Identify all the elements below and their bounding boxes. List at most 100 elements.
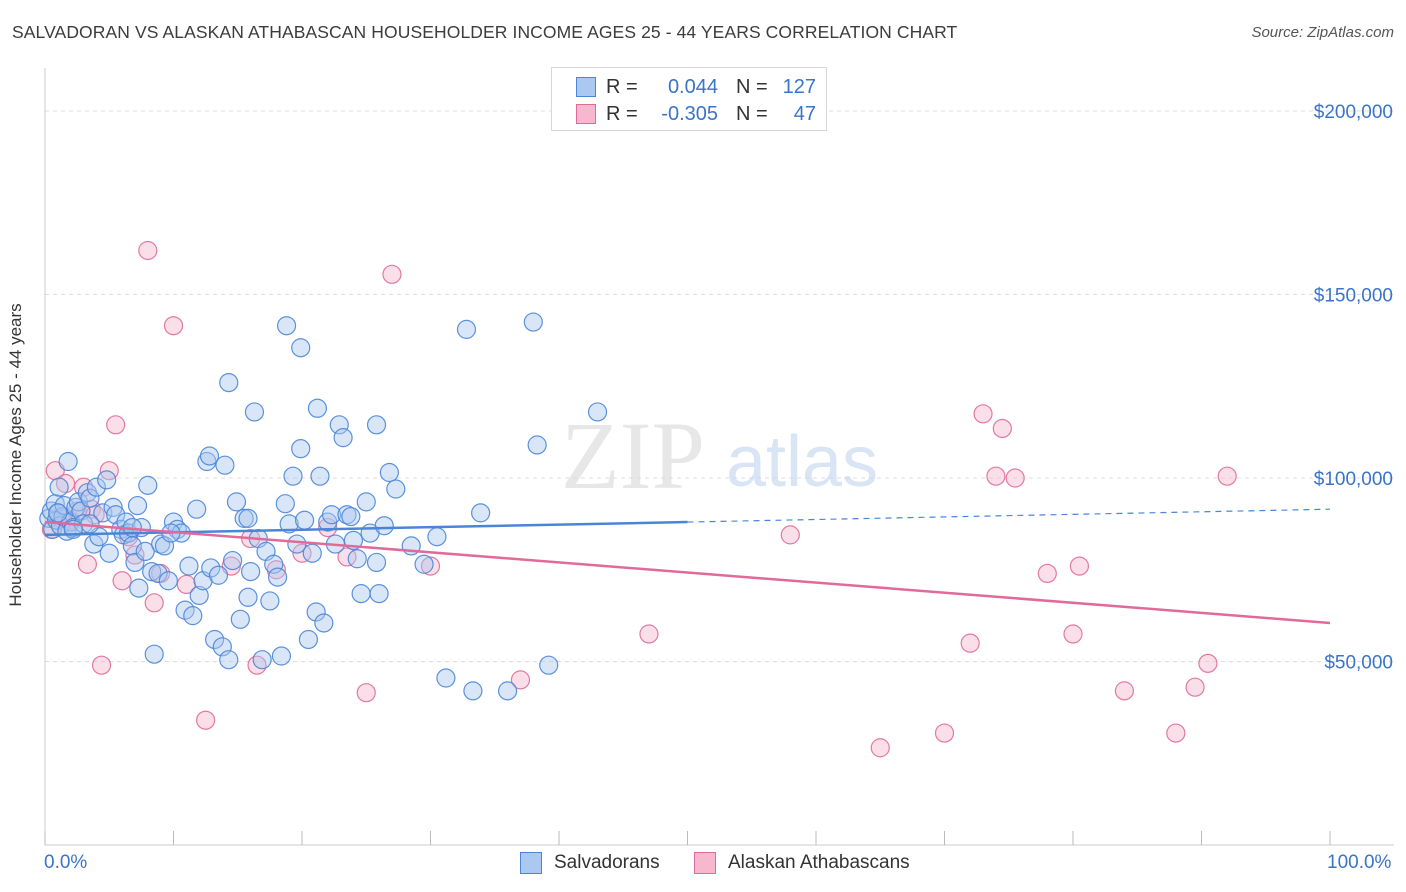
watermark-atlas: atlas	[726, 422, 878, 502]
data-point	[314, 613, 334, 633]
trend-line-salvadorans	[44, 520, 688, 537]
data-point	[934, 723, 955, 743]
data-point	[208, 565, 229, 585]
data-point	[523, 312, 543, 332]
legend-swatch-pink	[576, 104, 596, 124]
data-point	[138, 240, 158, 261]
data-point	[356, 683, 376, 703]
data-point	[247, 655, 267, 675]
legend-r-value: -0.305	[661, 102, 718, 125]
data-point	[219, 372, 239, 393]
legend-n-value: 127	[782, 75, 816, 98]
data-point	[144, 593, 164, 613]
data-point	[341, 506, 361, 527]
data-point	[279, 514, 299, 534]
data-point	[97, 470, 117, 490]
data-point	[1005, 468, 1025, 488]
legend-row-salvadorans: R = 0.044 N = 127	[552, 73, 816, 101]
watermark: ZIP atlas	[561, 402, 878, 509]
data-point	[347, 549, 367, 569]
data-point	[298, 629, 319, 650]
data-point	[539, 655, 559, 675]
data-point	[80, 488, 100, 508]
data-point	[291, 439, 311, 459]
data-point	[215, 455, 235, 475]
data-point	[135, 541, 155, 562]
data-point	[148, 563, 168, 584]
data-point	[1037, 563, 1057, 584]
legend-n-value: 47	[793, 102, 816, 125]
y-tick-label: $50,000	[1324, 653, 1393, 674]
data-point	[127, 495, 148, 516]
data-point	[498, 681, 518, 701]
data-point	[179, 556, 199, 576]
data-point	[960, 633, 980, 653]
data-point	[244, 402, 265, 422]
data-point	[374, 516, 394, 536]
data-point	[318, 517, 338, 538]
y-tick-label: $100,000	[1314, 469, 1393, 490]
trend-line-salvadorans-extension	[687, 508, 1331, 523]
data-point	[382, 264, 402, 284]
data-point	[196, 710, 216, 730]
legend-swatch-blue	[576, 77, 596, 97]
data-point	[49, 477, 69, 497]
data-point	[287, 534, 307, 554]
data-point	[275, 494, 295, 514]
data-point	[230, 609, 250, 629]
bottom-legend-label: Alaskan Athabascans	[728, 852, 910, 873]
data-point	[456, 319, 477, 339]
data-point	[1069, 556, 1090, 576]
axes	[44, 68, 1394, 846]
data-point	[1217, 466, 1237, 486]
data-point	[366, 552, 387, 573]
data-point	[414, 554, 434, 574]
data-point	[321, 505, 342, 525]
data-point	[973, 404, 993, 424]
trend-line-alaskan-athabascans	[44, 520, 1331, 625]
bottom-legend-salvadorans: Salvadorans	[520, 851, 660, 875]
source-label: Source: ZipAtlas.com	[1251, 24, 1394, 41]
x-tick-label-max: 100.0%	[1327, 852, 1392, 873]
data-point	[271, 646, 292, 666]
data-point	[138, 475, 158, 495]
series-salvadorans	[39, 312, 608, 701]
data-point	[241, 561, 261, 582]
data-point	[291, 338, 311, 358]
data-point	[386, 479, 406, 499]
data-point	[1166, 723, 1186, 743]
data-point	[252, 650, 272, 670]
y-tick-labels: $50,000 $100,000 $150,000 $200,000	[1314, 102, 1393, 673]
data-point	[369, 584, 389, 604]
data-point	[226, 492, 247, 512]
data-point	[510, 670, 531, 690]
data-point	[260, 591, 280, 611]
correlation-legend: R = 0.044 N = 127 R = -0.305 N = 47	[551, 67, 827, 131]
data-point	[103, 497, 123, 517]
data-point	[639, 624, 659, 644]
data-point	[379, 462, 399, 483]
data-point	[219, 650, 239, 670]
data-point	[223, 550, 243, 571]
data-point	[333, 428, 353, 448]
data-point	[267, 567, 288, 587]
legend-n-label: N =	[736, 102, 768, 125]
data-point	[106, 415, 126, 435]
data-point	[1063, 624, 1083, 644]
data-point	[58, 451, 78, 472]
data-point	[187, 499, 207, 519]
y-tick-label: $200,000	[1314, 102, 1393, 123]
data-point	[463, 681, 483, 701]
data-point	[144, 644, 164, 664]
watermark-zip: ZIP	[561, 402, 705, 509]
data-point	[55, 473, 76, 494]
y-tick-label: $150,000	[1314, 286, 1393, 307]
data-point	[112, 571, 132, 591]
data-point	[106, 505, 126, 525]
data-point	[471, 503, 491, 523]
legend-r-label: R =	[606, 75, 638, 98]
data-point	[201, 558, 221, 578]
data-point	[276, 316, 297, 336]
data-point	[183, 606, 203, 626]
